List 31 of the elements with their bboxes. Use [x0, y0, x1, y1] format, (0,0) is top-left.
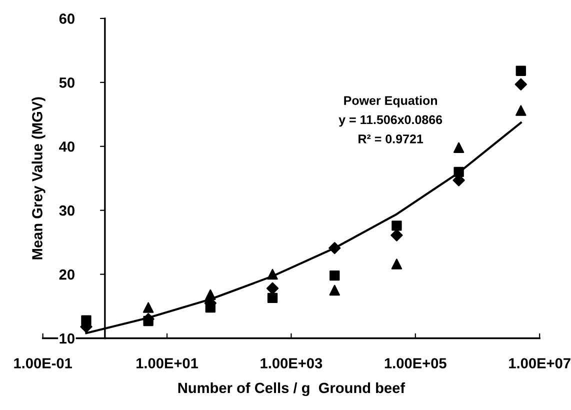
point — [453, 142, 464, 153]
point — [390, 229, 403, 242]
point — [516, 105, 526, 116]
x-tick-label: 1.00E+01 — [136, 358, 198, 368]
x-tick-label: 1.00E+03 — [260, 358, 322, 368]
y-tick-label: 40 — [59, 141, 74, 152]
annotation: R² = 0.9721 — [358, 134, 424, 144]
point — [516, 66, 526, 76]
y-tick-label: 50 — [59, 78, 74, 88]
point — [329, 284, 340, 296]
x-tick-label: 1.00E-01 — [14, 358, 72, 368]
y-tick-label: 20 — [59, 269, 74, 280]
point — [392, 220, 402, 231]
point — [514, 78, 527, 90]
point — [267, 292, 278, 304]
y-axis-title: Mean Grey Value (MGV) — [32, 97, 46, 260]
x-axis-title: Number of Cells / g Ground beef — [178, 382, 406, 396]
point — [267, 268, 278, 280]
annotation: y = 11.506x0.0866 — [338, 115, 442, 127]
x-tick-label: 1.00E+05 — [384, 358, 446, 368]
annotation: Power Equation — [344, 96, 438, 108]
point — [330, 270, 340, 281]
point — [142, 302, 154, 313]
y-tick-label: 30 — [59, 205, 74, 216]
point — [266, 282, 279, 294]
y-tick-label: 10 — [60, 333, 74, 344]
x-tick-label: 1.00E+07 — [509, 358, 570, 368]
y-tick-label: 60 — [59, 14, 74, 24]
point — [391, 258, 402, 270]
point — [454, 166, 464, 178]
point — [328, 242, 341, 254]
